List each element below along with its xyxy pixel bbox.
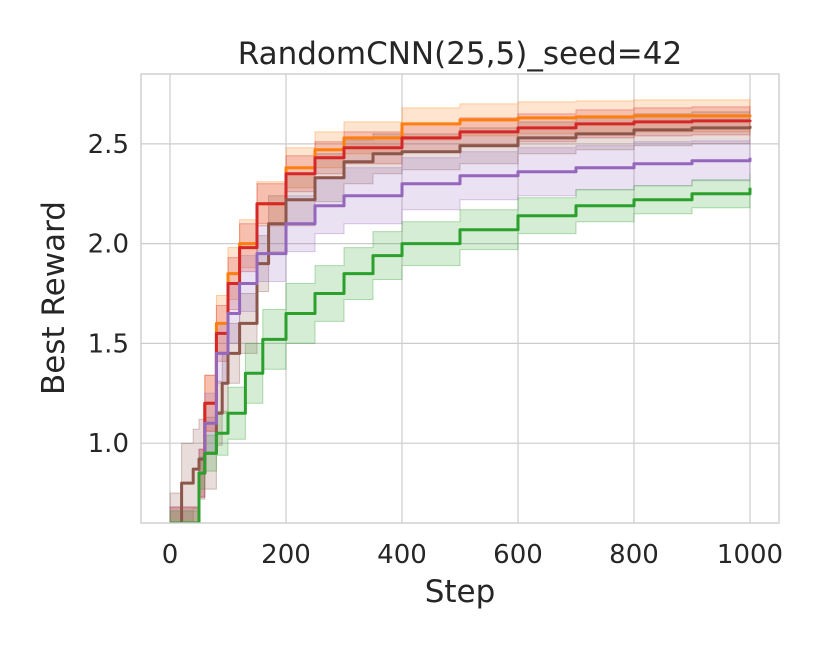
grid	[141, 74, 779, 523]
plot-border	[140, 73, 780, 524]
y-tick-label: 2.5	[88, 130, 129, 160]
x-tick-label: 400	[377, 540, 427, 570]
x-tick-label: 0	[162, 540, 179, 570]
x-tick-label: 600	[493, 540, 543, 570]
y-tick-label: 1.5	[88, 329, 129, 359]
chart-title: RandomCNN(25,5)_seed=42	[238, 36, 682, 72]
x-axis-label: Step	[425, 574, 496, 610]
x-tick-label: 800	[609, 540, 659, 570]
y-tick-label: 2.0	[88, 230, 129, 260]
y-axis-label: Best Reward	[36, 201, 72, 395]
x-tick-label: 200	[261, 540, 311, 570]
plot-frame	[140, 73, 780, 524]
y-tick-label: 1.0	[88, 429, 129, 459]
x-tick-label: 1000	[717, 540, 783, 570]
series-lines	[170, 114, 752, 523]
series-line	[170, 187, 752, 523]
series-line	[170, 157, 752, 523]
tick-labels: 0 200 400 600 800 1000 1.0 1.5 2.0 2.5	[88, 130, 783, 570]
